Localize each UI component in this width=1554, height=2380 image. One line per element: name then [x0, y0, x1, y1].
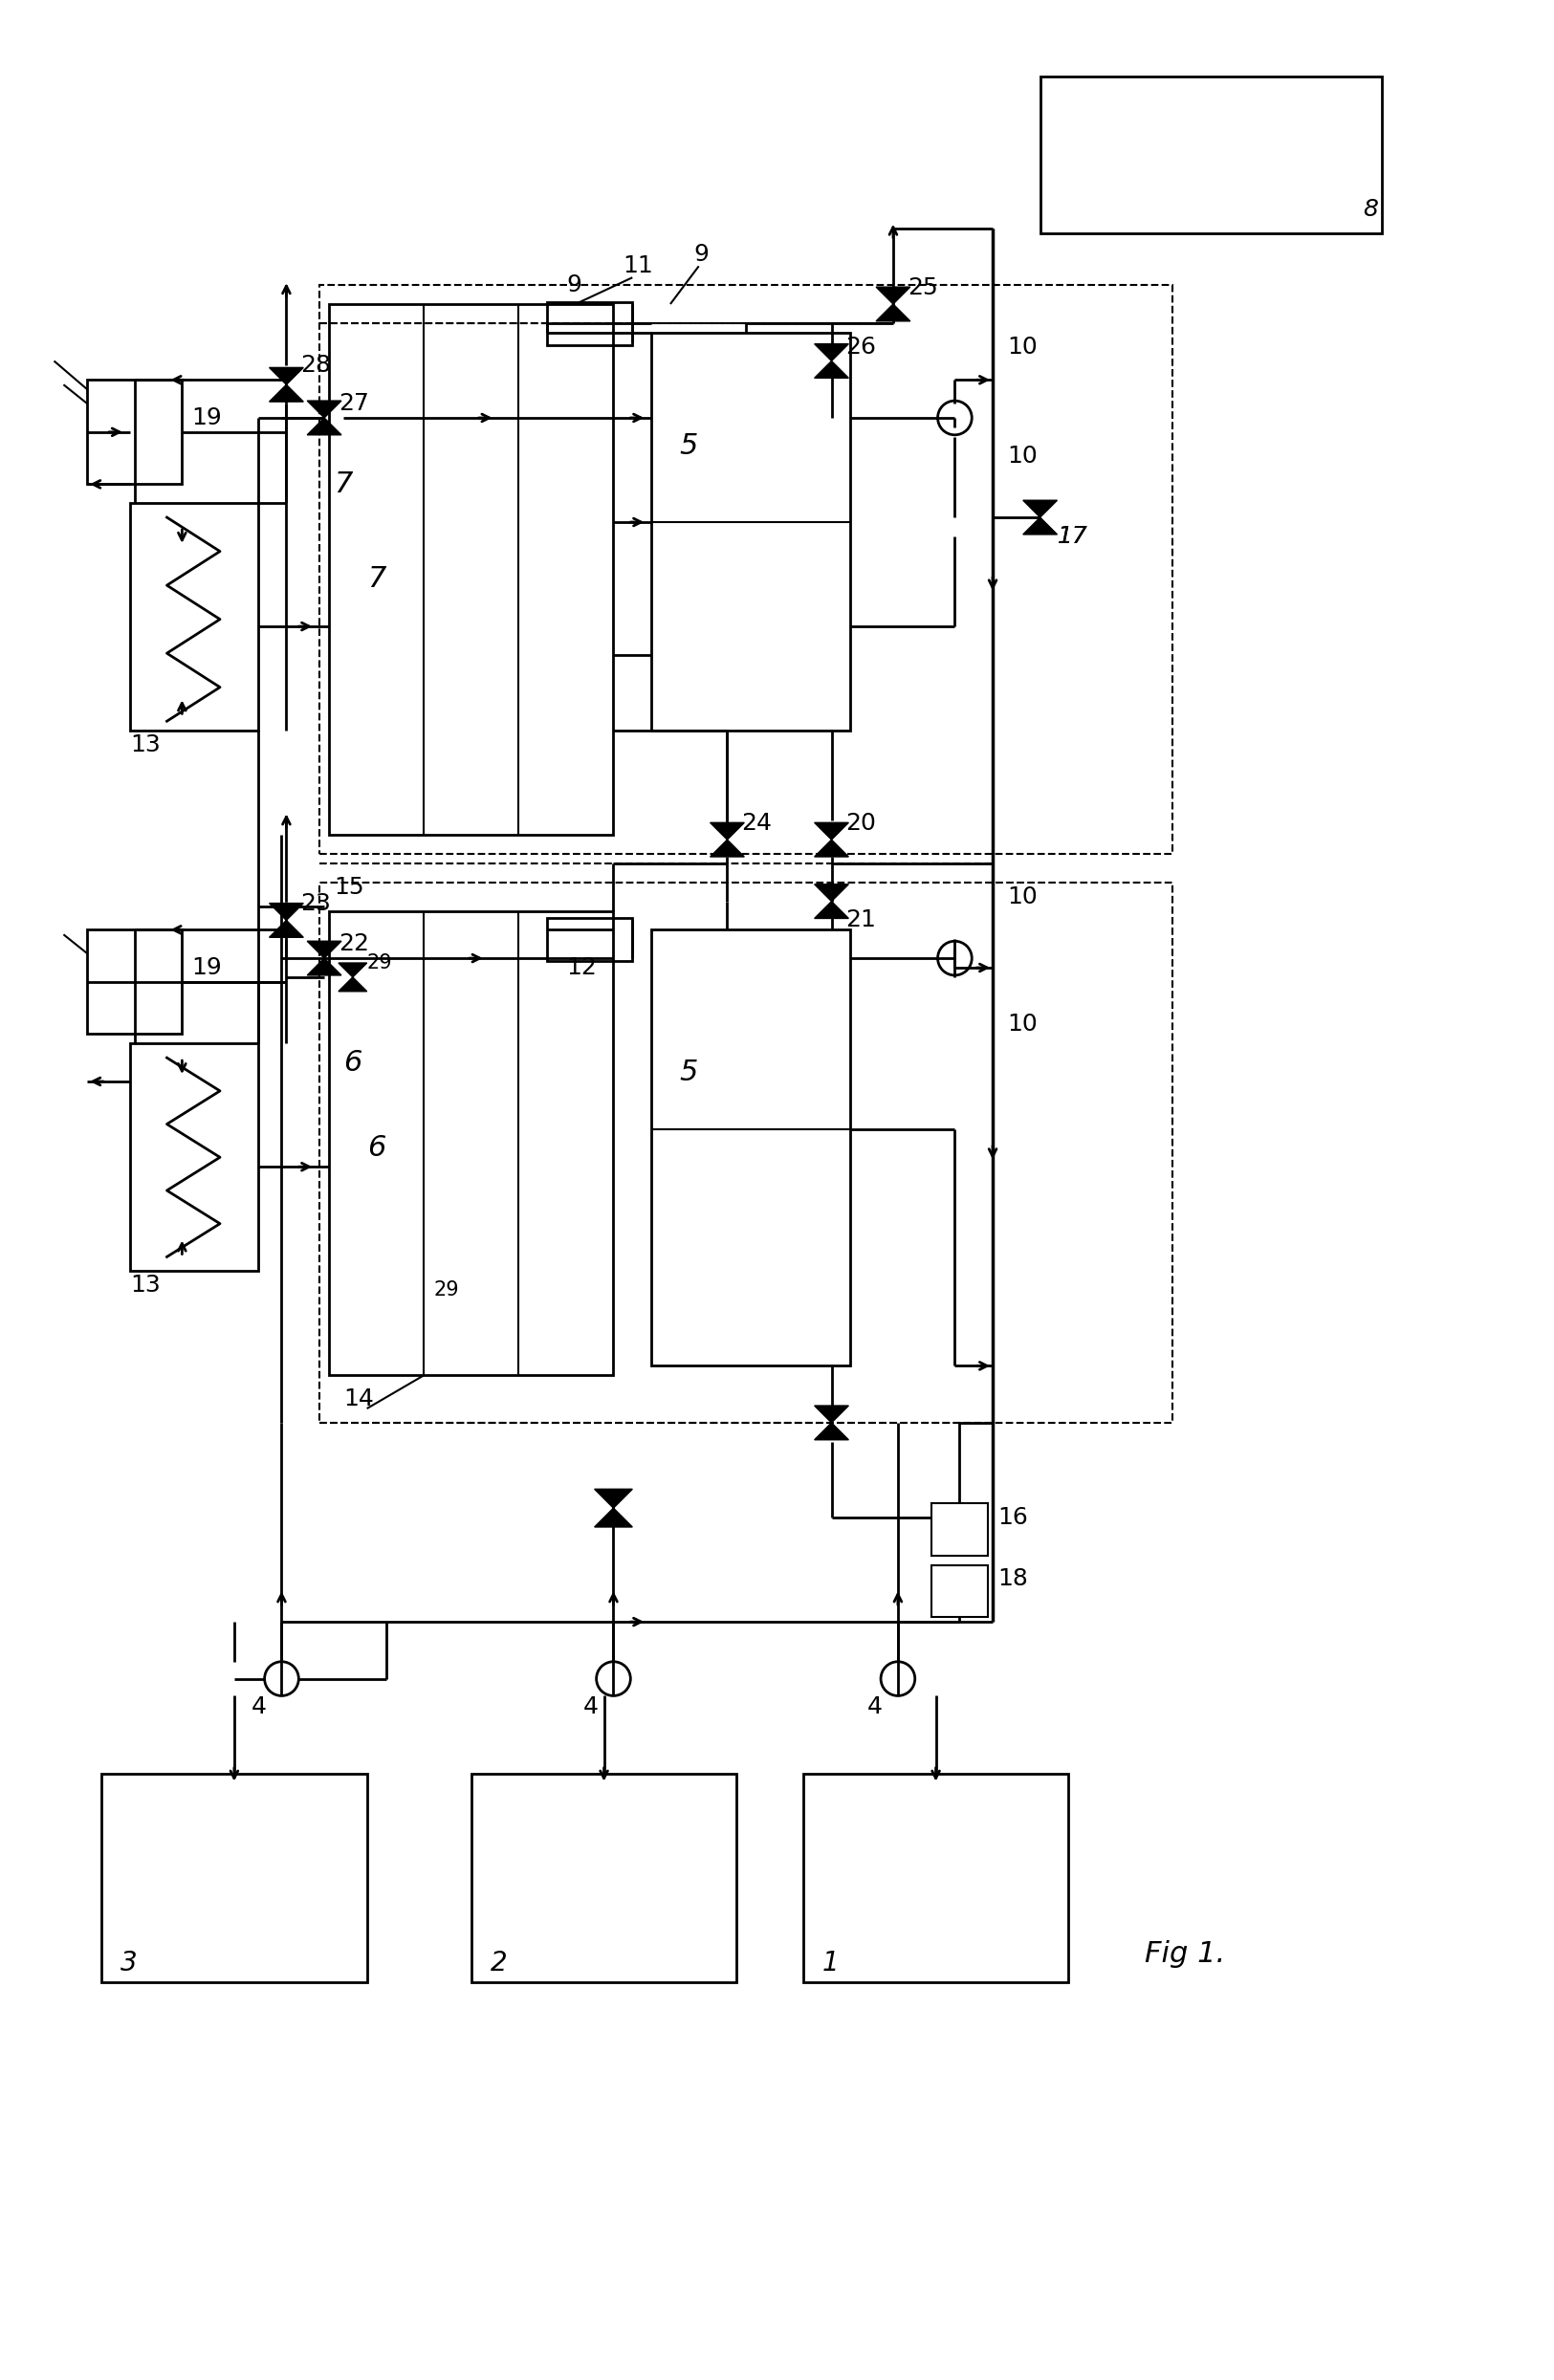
Bar: [471, 1773, 737, 1983]
Text: 19: 19: [191, 407, 222, 428]
Bar: [547, 302, 632, 345]
Text: 10: 10: [1007, 336, 1037, 359]
Text: 17: 17: [1057, 526, 1088, 547]
Polygon shape: [876, 305, 911, 321]
Bar: [87, 931, 182, 1033]
Polygon shape: [595, 1509, 632, 1528]
Polygon shape: [1023, 516, 1057, 536]
Polygon shape: [308, 959, 342, 976]
Polygon shape: [308, 940, 342, 959]
Text: 18: 18: [998, 1568, 1027, 1590]
Bar: [931, 1504, 988, 1557]
Text: 9: 9: [695, 243, 709, 267]
Bar: [547, 919, 632, 962]
Text: 29: 29: [367, 954, 393, 973]
Text: 2: 2: [490, 1949, 507, 1975]
Text: 4: 4: [252, 1695, 267, 1718]
Text: 11: 11: [623, 255, 653, 278]
Bar: [1040, 76, 1382, 233]
Text: 4: 4: [583, 1695, 598, 1718]
Text: 12: 12: [566, 957, 597, 978]
Polygon shape: [339, 964, 367, 978]
Text: 5: 5: [679, 1059, 698, 1085]
Polygon shape: [710, 840, 744, 857]
Text: 28: 28: [300, 355, 331, 376]
Polygon shape: [308, 419, 342, 436]
Text: 29: 29: [434, 1280, 458, 1299]
Bar: [320, 286, 1173, 854]
Text: 6: 6: [343, 1050, 362, 1076]
Polygon shape: [1023, 500, 1057, 516]
Bar: [320, 883, 1173, 1423]
Text: 20: 20: [845, 812, 876, 835]
Text: 3: 3: [120, 1949, 137, 1975]
Text: 4: 4: [867, 1695, 883, 1718]
Text: 1: 1: [822, 1949, 839, 1975]
Text: 7: 7: [334, 471, 353, 497]
Text: 5: 5: [679, 433, 698, 459]
Text: 19: 19: [191, 957, 222, 978]
Polygon shape: [710, 823, 744, 840]
Text: 21: 21: [845, 909, 876, 931]
Text: 26: 26: [845, 336, 876, 359]
Text: 8: 8: [1363, 198, 1378, 221]
Text: 25: 25: [908, 276, 937, 300]
Bar: [329, 912, 614, 1376]
Bar: [651, 333, 850, 731]
Text: 22: 22: [339, 933, 370, 954]
Bar: [329, 305, 614, 835]
Polygon shape: [814, 1407, 848, 1423]
Bar: [931, 1566, 988, 1616]
Text: 6: 6: [367, 1133, 385, 1161]
Text: 23: 23: [300, 892, 331, 914]
Polygon shape: [269, 386, 303, 402]
Text: 10: 10: [1007, 885, 1037, 909]
Polygon shape: [339, 978, 367, 992]
Bar: [131, 502, 258, 731]
Polygon shape: [308, 400, 342, 419]
Text: 13: 13: [131, 1273, 160, 1297]
Polygon shape: [814, 885, 848, 902]
Text: 17: 17: [1057, 526, 1088, 547]
Text: 16: 16: [998, 1507, 1027, 1528]
Polygon shape: [876, 288, 911, 305]
Polygon shape: [814, 343, 848, 362]
Text: 9: 9: [566, 274, 581, 298]
Bar: [87, 381, 182, 483]
Text: 14: 14: [343, 1388, 373, 1411]
Text: 15: 15: [334, 876, 364, 900]
Polygon shape: [595, 1490, 632, 1509]
Polygon shape: [269, 904, 303, 921]
Text: 13: 13: [131, 733, 160, 757]
Bar: [101, 1773, 367, 1983]
Polygon shape: [814, 1423, 848, 1440]
Bar: [651, 931, 850, 1366]
Polygon shape: [269, 921, 303, 938]
Text: 24: 24: [741, 812, 772, 835]
Text: 27: 27: [339, 393, 368, 414]
Polygon shape: [814, 362, 848, 378]
Bar: [803, 1773, 1069, 1983]
Polygon shape: [814, 823, 848, 840]
Bar: [131, 1042, 258, 1271]
Polygon shape: [814, 902, 848, 919]
Polygon shape: [814, 840, 848, 857]
Text: 7: 7: [367, 564, 385, 593]
Text: 10: 10: [1007, 445, 1037, 466]
Text: 10: 10: [1007, 1014, 1037, 1035]
Polygon shape: [269, 367, 303, 386]
Text: Fig 1.: Fig 1.: [1144, 1940, 1225, 1968]
